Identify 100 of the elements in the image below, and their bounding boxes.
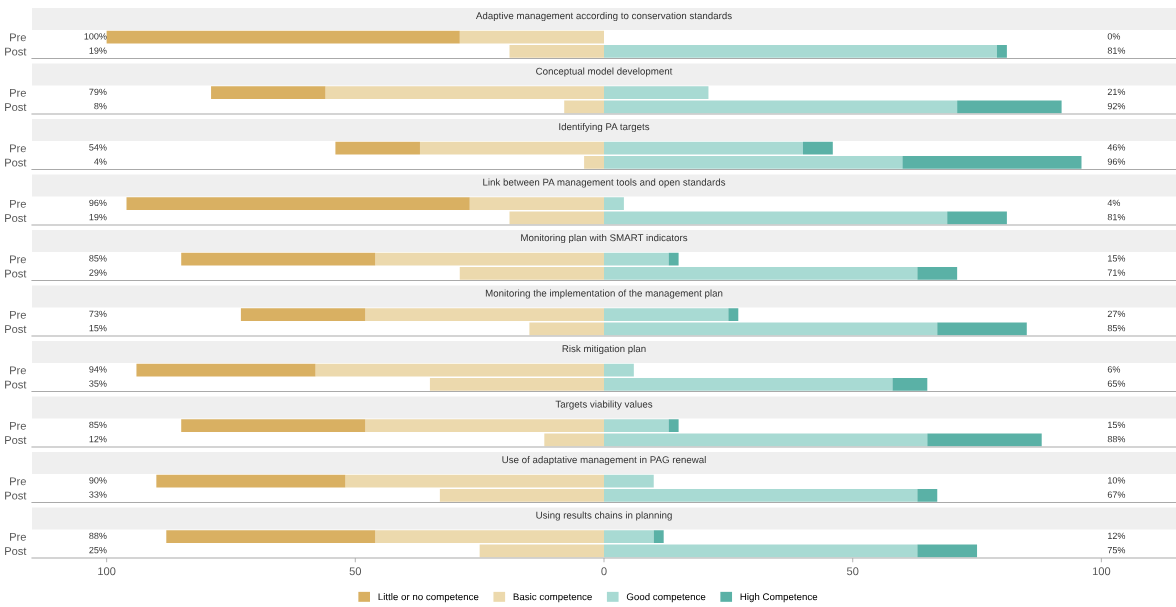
y-tick-label: Post <box>5 380 27 389</box>
y-tick-label: Post <box>5 214 27 223</box>
chart-title: Adaptive management according to conservation standards <box>475 12 732 22</box>
y-tick-label: Post <box>5 47 27 56</box>
annotation: 4% <box>94 158 107 165</box>
chart-title: Monitoring the implementation of the management plan <box>485 289 723 299</box>
x-tick-label: 100 <box>98 567 116 576</box>
annotation: 0% <box>1107 33 1121 40</box>
annotation: 81% <box>1107 47 1126 54</box>
bar <box>917 544 978 558</box>
annotation: 67% <box>1107 491 1126 498</box>
bar <box>653 530 664 544</box>
y-tick-label: Pre <box>10 89 26 97</box>
bar <box>917 266 958 280</box>
bar <box>917 488 938 502</box>
annotation: 54% <box>89 144 107 151</box>
bar <box>902 155 1082 169</box>
annotation: 46% <box>1107 144 1126 151</box>
bar <box>181 252 376 266</box>
chart-title: Conceptual model development <box>536 67 673 77</box>
annotation: 85% <box>89 255 107 262</box>
y-tick-label: Pre <box>10 255 26 264</box>
bar <box>211 86 326 100</box>
annotation: 85% <box>1107 324 1126 332</box>
y-tick-label: Pre <box>10 33 26 42</box>
annotation: 29% <box>89 269 107 276</box>
bar <box>335 141 420 155</box>
annotation: 25% <box>89 546 107 554</box>
chart-title: Targets viability values <box>555 400 653 410</box>
annotation: 100% <box>84 33 107 40</box>
annotation: 15% <box>1108 255 1126 262</box>
annotation: 4% <box>1107 199 1121 207</box>
bar <box>947 211 1007 225</box>
bar <box>668 252 679 266</box>
annotation: 12% <box>1108 532 1126 540</box>
bar <box>106 30 460 44</box>
annotation: 88% <box>1107 435 1126 443</box>
annotation: 85% <box>89 421 107 429</box>
chart-title: Monitoring plan with SMART indicators <box>521 234 688 244</box>
y-tick-label: Post <box>5 158 27 167</box>
annotation: 79% <box>89 88 107 96</box>
annotation: 19% <box>89 213 107 221</box>
bar <box>957 100 1062 114</box>
annotation: 81% <box>1107 213 1126 221</box>
y-tick-label: Post <box>5 491 27 500</box>
bar <box>604 44 997 58</box>
x-tick-label: 0 <box>601 567 607 576</box>
y-tick-label: Post <box>5 103 27 112</box>
annotation: 73% <box>89 310 107 318</box>
bar <box>892 377 928 391</box>
y-tick-label: Pre <box>10 533 26 541</box>
chart-title: Using results chains in planning <box>536 511 672 521</box>
bar <box>927 433 1042 447</box>
y-tick-label: Pre <box>10 144 26 153</box>
annotation: 96% <box>1107 158 1126 165</box>
annotation: 10% <box>1108 477 1126 484</box>
bar <box>136 363 316 377</box>
bar <box>240 308 366 322</box>
x-tick-label: 50 <box>349 567 362 576</box>
annotation: 15% <box>1108 421 1126 429</box>
y-tick-label: Post <box>5 325 27 334</box>
chart-title: Link between PA management tools and open standards <box>483 178 726 188</box>
annotation: 88% <box>89 532 107 540</box>
annotation: 94% <box>89 366 107 373</box>
y-tick-label: Post <box>5 436 27 445</box>
x-tick-label: 50 <box>846 567 859 576</box>
y-tick-label: Pre <box>10 311 26 319</box>
annotation: 33% <box>89 491 107 498</box>
annotation: 27% <box>1107 310 1126 318</box>
y-tick-label: Pre <box>10 477 26 486</box>
annotation: 6% <box>1107 366 1121 373</box>
legend-label: Little or no competence <box>378 593 479 603</box>
legend-label: Basic competence <box>513 593 592 603</box>
bar <box>802 141 833 155</box>
annotation: 21% <box>1107 88 1126 96</box>
annotation: 15% <box>89 324 107 332</box>
legend-label: High Competence <box>740 593 818 603</box>
y-tick-label: Post <box>5 269 27 278</box>
annotation: 65% <box>1107 380 1126 387</box>
y-tick-label: Post <box>5 547 27 556</box>
annotation: 90% <box>89 477 107 484</box>
bar <box>126 197 470 211</box>
bar <box>937 322 1027 336</box>
annotation: 19% <box>89 47 107 54</box>
bar <box>156 474 346 488</box>
annotation: 71% <box>1107 269 1126 276</box>
bar <box>181 419 366 433</box>
bar <box>996 44 1007 58</box>
annotation: 75% <box>1107 546 1126 554</box>
bar <box>166 530 376 544</box>
bar <box>728 308 739 322</box>
legend-label: Good competence <box>626 593 706 603</box>
chart-title: Identifying PA targets <box>559 123 650 133</box>
chart-title: Use of adaptative management in PAG renewal <box>502 456 706 466</box>
y-tick-label: Pre <box>10 200 26 208</box>
y-tick-label: Pre <box>10 366 26 375</box>
annotation: 96% <box>89 199 107 207</box>
x-tick-label: 100 <box>1092 567 1111 576</box>
annotation: 8% <box>94 102 107 110</box>
annotation: 12% <box>89 435 107 443</box>
